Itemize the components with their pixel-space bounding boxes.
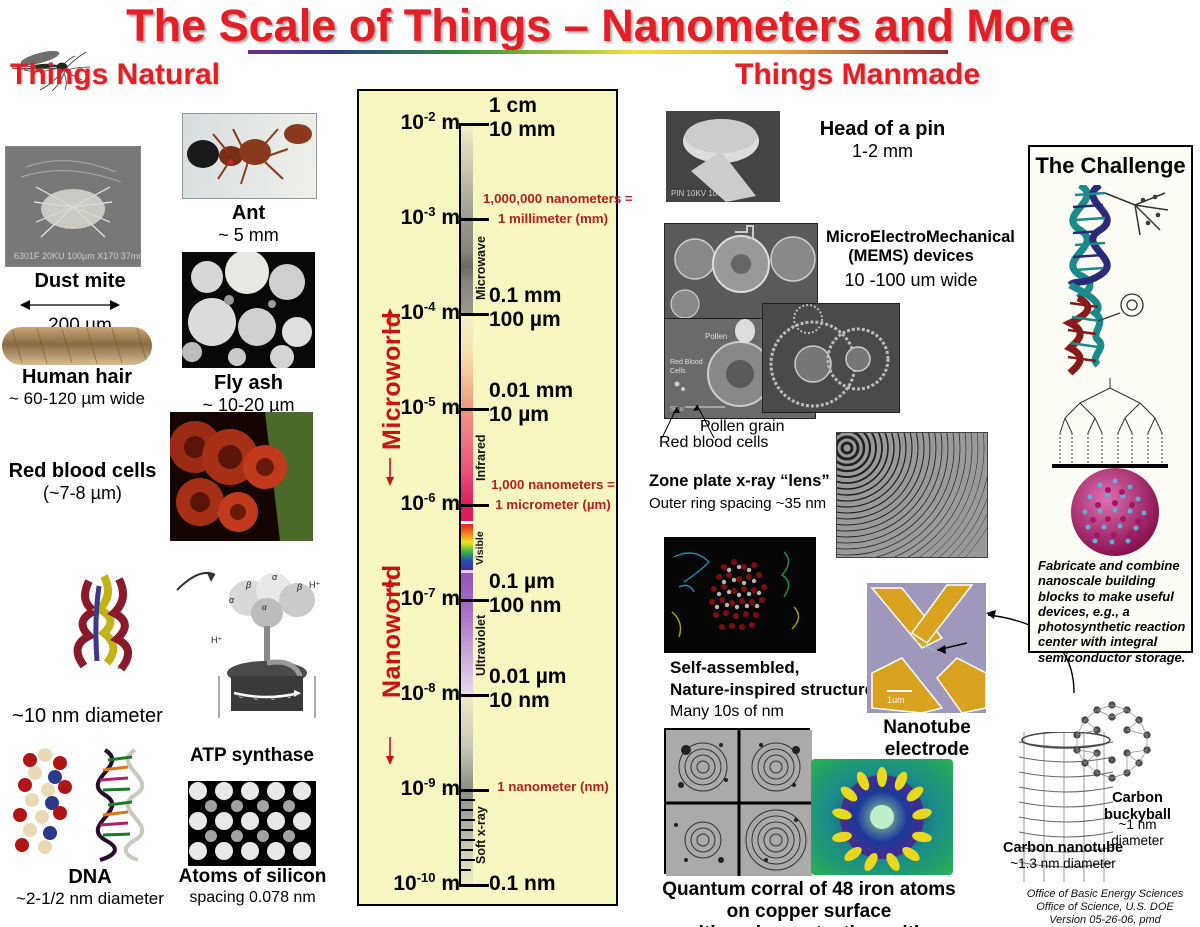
- svg-text:Cells: Cells: [670, 368, 686, 375]
- svg-text:Red Blood: Red Blood: [670, 359, 703, 366]
- svg-text:β: β: [296, 582, 302, 592]
- svg-text:c: c: [271, 693, 275, 702]
- svg-text:H⁺: H⁺: [309, 580, 320, 590]
- svg-text:-: -: [117, 662, 121, 674]
- svg-text:α: α: [229, 595, 235, 605]
- svg-text:c: c: [239, 691, 243, 700]
- svg-text:6301F 20KU 100µm X170: 6301F 20KU 100µm X170 37mm: [14, 251, 140, 261]
- svg-text:H⁺: H⁺: [211, 635, 222, 645]
- svg-text:PIN 10KV 100um: PIN 10KV 100um: [671, 189, 733, 198]
- svg-text:c: c: [287, 691, 291, 700]
- svg-text:1um: 1um: [887, 695, 905, 705]
- svg-text:c: c: [254, 693, 258, 702]
- svg-text:β: β: [245, 580, 251, 590]
- svg-text:Pollen: Pollen: [705, 332, 727, 341]
- svg-text:α: α: [262, 603, 267, 612]
- svg-text:α: α: [272, 572, 278, 582]
